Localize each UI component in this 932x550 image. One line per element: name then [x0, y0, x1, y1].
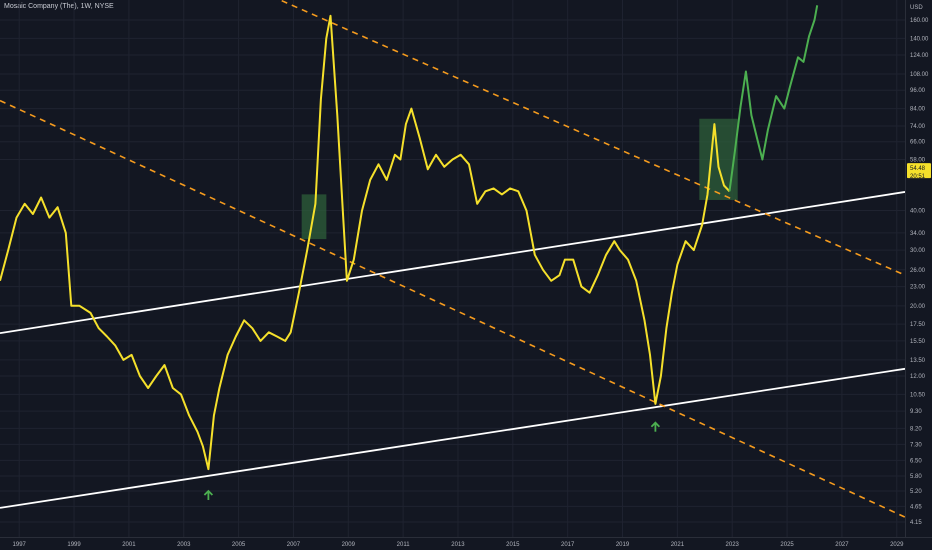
y-tick-label: 23.00 [910, 285, 926, 291]
arrow-up-icon [203, 489, 214, 500]
x-tick-label: 2009 [342, 542, 356, 548]
x-tick-label: 2025 [780, 542, 794, 548]
x-tick-label: 2029 [890, 542, 904, 548]
x-tick-label: 2011 [397, 542, 411, 548]
y-tick-label: 160.00 [910, 18, 929, 24]
dashed-trend-line [0, 99, 905, 518]
x-tick-label: 2003 [177, 542, 191, 548]
y-tick-label: 5.80 [910, 474, 922, 480]
y-tick-label: 108.00 [910, 72, 929, 78]
x-tick-label: 2027 [835, 542, 849, 548]
x-tick-label: 2017 [561, 542, 575, 548]
price-line-projection [728, 5, 819, 192]
y-tick-label: 74.00 [910, 124, 926, 130]
bar-countdown: 20:51 [910, 174, 926, 180]
y-tick-label: 20.00 [910, 304, 926, 310]
price-line-historical [0, 14, 731, 471]
y-tick-label: 7.30 [910, 442, 922, 448]
x-tick-label: 1997 [13, 542, 27, 548]
y-tick-label: 124.00 [910, 53, 929, 59]
y-tick-label: 17.50 [910, 322, 926, 328]
currency-label: USD [910, 5, 923, 11]
arrow-up-icon [650, 421, 661, 432]
y-tick-label: 15.50 [910, 339, 926, 345]
y-tick-label: 96.00 [910, 88, 926, 94]
x-tick-label: 2021 [671, 542, 685, 548]
y-tick-label: 6.50 [910, 458, 922, 464]
x-tick-label: 2019 [616, 542, 630, 548]
y-tick-label: 13.50 [910, 358, 926, 364]
current-price-tag [907, 163, 931, 179]
y-tick-label: 34.00 [910, 231, 926, 237]
y-tick-label: 9.30 [910, 409, 922, 415]
y-tick-label: 84.00 [910, 107, 926, 113]
arrow-head [650, 421, 661, 428]
y-tick-label: 40.00 [910, 209, 926, 215]
x-tick-label: 2005 [232, 542, 246, 548]
y-tick-label: 4.65 [910, 504, 922, 510]
current-price-value: 54.48 [910, 166, 926, 172]
y-tick-label: 8.20 [910, 426, 922, 432]
chart-title: Mosaic Company (The), 1W, NYSE [4, 3, 114, 10]
plot-area [0, 0, 905, 537]
y-tick-label: 140.00 [910, 36, 929, 42]
x-tick-label: 2013 [451, 542, 465, 548]
x-tick-label: 2015 [506, 542, 520, 548]
y-tick-label: 12.00 [910, 374, 926, 380]
y-tick-label: 10.50 [910, 392, 926, 398]
x-tick-label: 1999 [67, 542, 81, 548]
x-tick-label: 2007 [287, 542, 301, 548]
y-tick-label: 4.15 [910, 520, 922, 526]
y-tick-label: 66.00 [910, 140, 926, 146]
y-tick-label: 26.00 [910, 268, 926, 274]
y-tick-label: 30.00 [910, 248, 926, 254]
dashed-trend-line [278, 0, 905, 276]
x-tick-label: 2023 [726, 542, 740, 548]
y-tick-label: 5.20 [910, 489, 922, 495]
x-tick-label: 2001 [122, 542, 136, 548]
arrow-head [203, 489, 214, 496]
channel-line [0, 191, 905, 335]
channel-line [0, 367, 905, 509]
y-tick-label: 58.00 [910, 157, 926, 163]
